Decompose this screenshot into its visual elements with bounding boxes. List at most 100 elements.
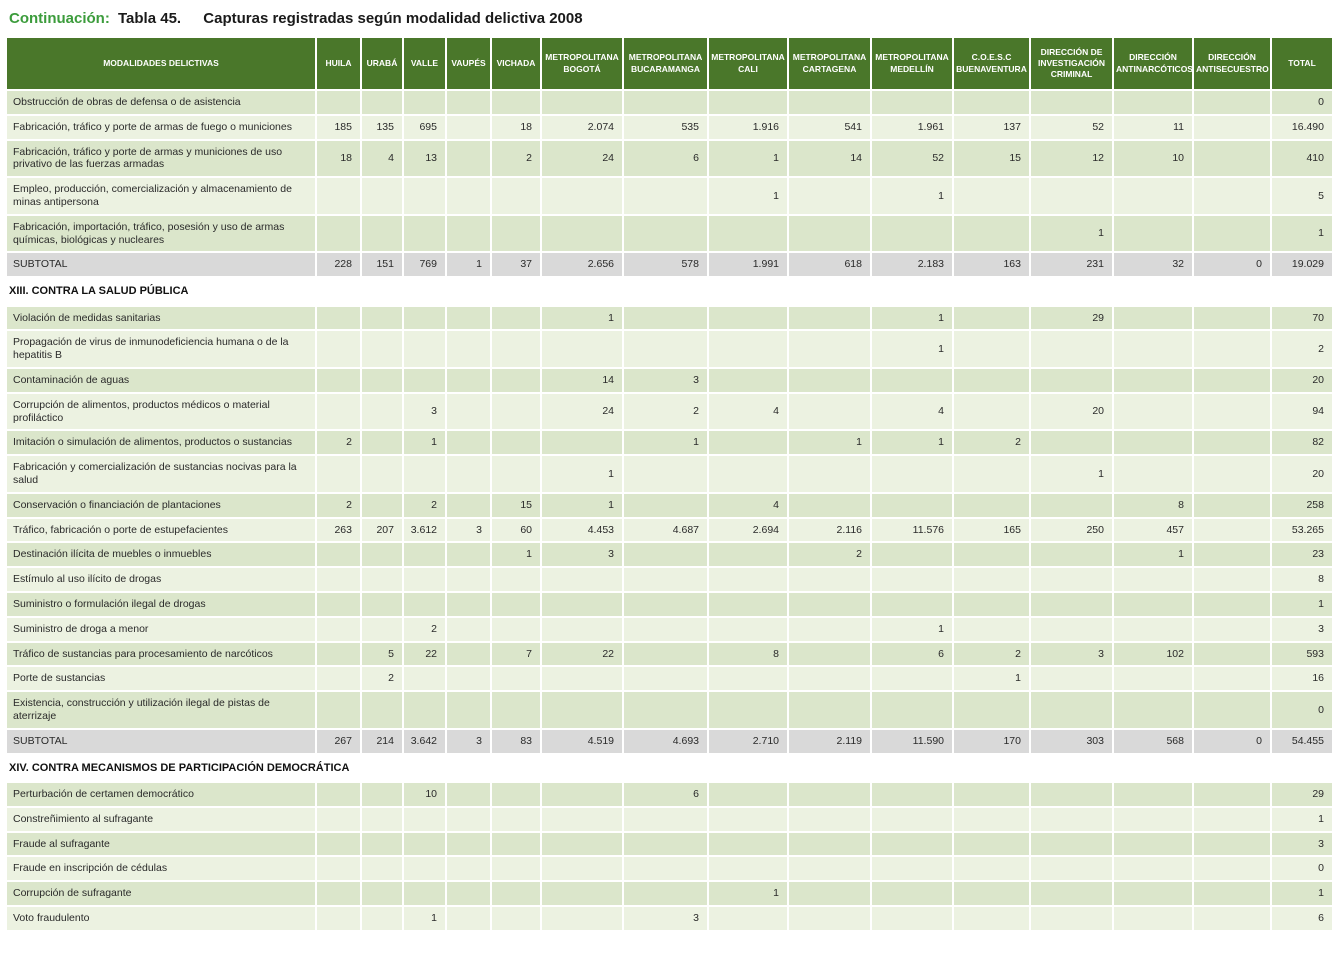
cell-value: 228 (317, 253, 362, 279)
cell-value (789, 91, 872, 116)
cell-total: 53.265 (1272, 518, 1334, 544)
cell-value (317, 543, 362, 569)
row-label: Fraude al sufragante (7, 832, 317, 858)
cell-value (542, 617, 624, 643)
cell-value (362, 431, 404, 457)
row-label: Fabricación y comercialización de sustan… (7, 456, 317, 494)
cell-value (789, 782, 872, 808)
cell-value: 2 (317, 493, 362, 519)
cell-value (362, 592, 404, 618)
cell-value (1194, 832, 1272, 858)
cell-value (447, 857, 492, 883)
table-row: Fraude en inscripción de cédulas 0 (7, 857, 1334, 883)
cell-value (954, 832, 1031, 858)
cell-value: 170 (954, 729, 1031, 755)
table-title: Continuación: Tabla 45. Capturas registr… (7, 8, 1334, 38)
cell-value: 6 (872, 642, 954, 668)
cell-value (954, 857, 1031, 883)
cell-value (404, 568, 447, 593)
cell-value (789, 306, 872, 332)
cell-value (624, 692, 709, 730)
cell-value (709, 91, 789, 116)
cell-value (542, 807, 624, 833)
cell-total: 16 (1272, 667, 1334, 693)
cell-value: 18 (492, 115, 542, 141)
cell-value (317, 368, 362, 394)
cell-value (709, 368, 789, 394)
cell-value (447, 178, 492, 216)
cell-value (954, 456, 1031, 494)
table-header: MODALIDADES DELICTIVAS HUILA URABÁ VALLE VAU… (7, 38, 1334, 91)
cell-value (1031, 617, 1114, 643)
cell-value (1114, 178, 1194, 216)
cell-value: 8 (1114, 493, 1194, 519)
cell-value (542, 906, 624, 932)
cell-value (1114, 667, 1194, 693)
table-body: Obstrucción de obras de defensa o de asi… (7, 91, 1334, 932)
row-label: Voto fraudulento (7, 906, 317, 932)
cell-value (1194, 692, 1272, 730)
cell-value: 1.991 (709, 253, 789, 279)
cell-value: 1 (954, 667, 1031, 693)
cell-value: 3.642 (404, 729, 447, 755)
cell-total: 70 (1272, 306, 1334, 332)
cell-value: 231 (1031, 253, 1114, 279)
cell-value (709, 692, 789, 730)
cell-value (362, 306, 404, 332)
document-page: Continuación: Tabla 45. Capturas registr… (7, 8, 1334, 932)
cell-total: 3 (1272, 832, 1334, 858)
cell-value: 4.519 (542, 729, 624, 755)
cell-value (362, 857, 404, 883)
cell-value (1031, 667, 1114, 693)
cell-value (362, 906, 404, 932)
cell-value: 2 (954, 642, 1031, 668)
cell-value (872, 215, 954, 254)
cell-value (317, 882, 362, 907)
cell-value: 4 (872, 393, 954, 432)
subtotal-row: SUBTOTAL 228 151 769 1 37 2.656 578 1.991 618 2.18… (7, 253, 1334, 279)
cell-value (872, 543, 954, 569)
cell-value (447, 91, 492, 116)
row-label: Existencia, construcción y utilización i… (7, 692, 317, 730)
table-row: Imitación o simulación de alimentos, pro… (7, 431, 1334, 457)
table-row: Perturbación de certamen democrático 10 6 2… (7, 782, 1334, 808)
cell-value (404, 456, 447, 494)
cell-value (404, 882, 447, 907)
cell-value: 3 (1031, 642, 1114, 668)
cell-value: 2.694 (709, 518, 789, 544)
cell-value (872, 807, 954, 833)
cell-value (1114, 368, 1194, 394)
cell-value (317, 178, 362, 216)
cell-value (492, 215, 542, 254)
cell-value: 13 (404, 140, 447, 179)
title-continuation-label: Continuación: (9, 10, 110, 27)
cell-value: 135 (362, 115, 404, 141)
cell-value (872, 857, 954, 883)
cell-value (492, 807, 542, 833)
cell-value: 568 (1114, 729, 1194, 755)
cell-value (447, 215, 492, 254)
cell-value (542, 882, 624, 907)
cell-value (317, 642, 362, 668)
table-row: Suministro o formulación ilegal de droga… (7, 592, 1334, 618)
cell-value (542, 667, 624, 693)
cell-total: 1 (1272, 882, 1334, 907)
cell-value (447, 782, 492, 808)
cell-value: 60 (492, 518, 542, 544)
cell-value (1114, 692, 1194, 730)
cell-value: 29 (1031, 306, 1114, 332)
cell-value (542, 178, 624, 216)
cell-value: 2.116 (789, 518, 872, 544)
cell-value (954, 617, 1031, 643)
row-label: Contaminación de aguas (7, 368, 317, 394)
cell-value: 83 (492, 729, 542, 755)
column-header: DIRECCIÓN DE INVESTIGACIÓN CRIMINAL (1031, 38, 1114, 91)
cell-total: 54.455 (1272, 729, 1334, 755)
cell-value (492, 782, 542, 808)
cell-value: 5 (362, 642, 404, 668)
cell-value: 8 (709, 642, 789, 668)
column-header: VICHADA (492, 38, 542, 91)
cell-total: 94 (1272, 393, 1334, 432)
cell-total: 593 (1272, 642, 1334, 668)
cell-value (789, 807, 872, 833)
